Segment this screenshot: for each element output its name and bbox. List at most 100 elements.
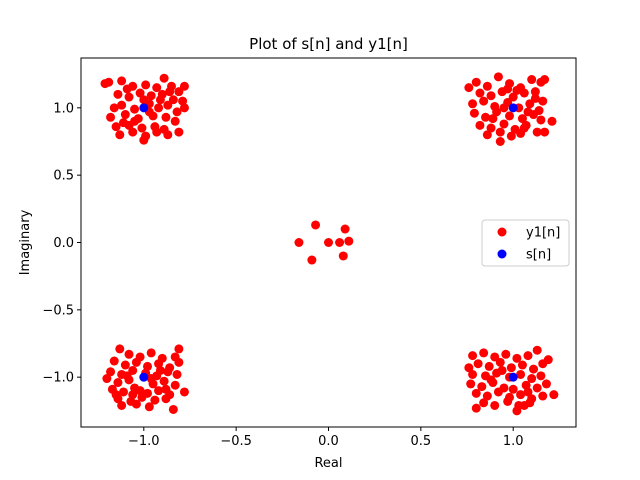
y1-n-point (505, 111, 515, 121)
y1-n-point (179, 81, 189, 91)
legend-marker (497, 249, 507, 259)
y1-n-point (469, 108, 479, 118)
y1-n-point (530, 93, 540, 103)
y1-n-point (479, 398, 489, 408)
y1-n-point (154, 359, 164, 369)
y1-n-point (530, 87, 540, 97)
y-axis-label: Imaginary (18, 209, 33, 275)
y1-n-point (109, 103, 119, 113)
y1-n-point (538, 391, 548, 401)
y1-n-point (163, 100, 173, 110)
y1-n-point (501, 349, 511, 359)
y1-n-point (529, 364, 539, 374)
x-tick-label: 0.0 (318, 434, 339, 449)
y1-n-point (324, 238, 333, 247)
y1-n-point (178, 96, 188, 106)
y1-n-point (115, 130, 125, 140)
y1-n-point (479, 348, 489, 358)
y1-n-point (536, 371, 546, 381)
y1-n-point (122, 371, 132, 381)
y1-n-point (497, 365, 507, 375)
s-n-point (508, 103, 518, 113)
y1-n-point (482, 130, 492, 140)
y1-n-point (344, 236, 354, 246)
y1-n-point (179, 387, 189, 397)
y1-n-point (172, 107, 182, 117)
y1-n-point (154, 386, 164, 396)
y1-n-point (527, 374, 537, 384)
y1-n-point (168, 95, 178, 105)
y1-n-point (130, 104, 140, 114)
points-layer (100, 72, 559, 416)
y1-n-point (499, 103, 509, 113)
y1-n-point (482, 391, 492, 401)
y1-n-point (150, 395, 160, 405)
y1-n-point (131, 399, 141, 409)
y1-n-point (512, 85, 522, 95)
x-tick-label: −0.5 (220, 434, 252, 449)
y1-n-point (161, 394, 171, 404)
y1-n-point (466, 379, 476, 389)
y1-n-point (161, 112, 171, 122)
y1-n-point (506, 363, 516, 373)
y1-n-point (117, 100, 127, 110)
y1-n-point (493, 72, 503, 82)
y1-n-point (541, 379, 551, 389)
y1-n-point (106, 367, 116, 377)
y1-n-point (124, 92, 134, 102)
y1-n-point (120, 110, 130, 120)
x-tick-label: 1.0 (503, 434, 524, 449)
y1-n-point (146, 91, 156, 101)
y-tick-label: −0.5 (42, 303, 74, 318)
y1-n-point (493, 387, 503, 397)
y1-n-point (109, 356, 119, 366)
y1-n-point (135, 386, 145, 396)
chart-title: Plot of s[n] and y1[n] (249, 35, 408, 53)
y1-n-point (464, 363, 474, 373)
y1-n-point (124, 349, 134, 359)
y1-n-point (159, 376, 169, 386)
y1-n-point (152, 83, 162, 93)
y1-n-point (486, 123, 496, 133)
y1-n-point (481, 112, 490, 122)
y1-n-point (170, 380, 180, 390)
y1-n-point (118, 118, 128, 128)
y1-n-point (141, 80, 151, 90)
y1-n-point (495, 357, 505, 367)
legend: y1[n] s[n] (481, 219, 570, 267)
y1-n-point (549, 390, 559, 400)
y1-n-point (168, 404, 178, 414)
y1-n-point (154, 103, 164, 113)
y1-n-point (118, 387, 128, 397)
y1-n-point (490, 400, 500, 410)
y1-n-point (519, 400, 529, 410)
y-tick-label: 1.0 (53, 101, 74, 116)
x-tick-label: −1.0 (128, 434, 160, 449)
y1-n-point (484, 361, 494, 371)
y1-n-point (512, 406, 522, 416)
y1-n-point (532, 383, 542, 393)
y1-n-point (159, 73, 169, 83)
y1-n-point (508, 92, 518, 102)
y1-n-point (294, 238, 304, 247)
y1-n-point (503, 84, 513, 94)
y1-n-point (155, 365, 165, 375)
y1-n-point (538, 359, 548, 369)
legend-label: y1[n] (526, 226, 560, 241)
y1-n-point (532, 127, 542, 137)
y1-n-point (122, 84, 132, 94)
y1-n-point (475, 120, 485, 130)
y1-n-point (482, 81, 492, 91)
s-n-point (139, 103, 149, 113)
y1-n-point (307, 255, 317, 265)
y1-n-point (128, 390, 138, 400)
y1-n-point (146, 348, 156, 358)
y1-n-point (102, 374, 112, 384)
y1-n-point (523, 387, 533, 397)
y1-n-point (521, 380, 531, 390)
y1-n-point (536, 115, 546, 125)
y1-n-point (471, 388, 481, 398)
y1-n-point (503, 396, 513, 406)
y1-n-point (111, 122, 121, 132)
y1-n-point (499, 119, 509, 129)
